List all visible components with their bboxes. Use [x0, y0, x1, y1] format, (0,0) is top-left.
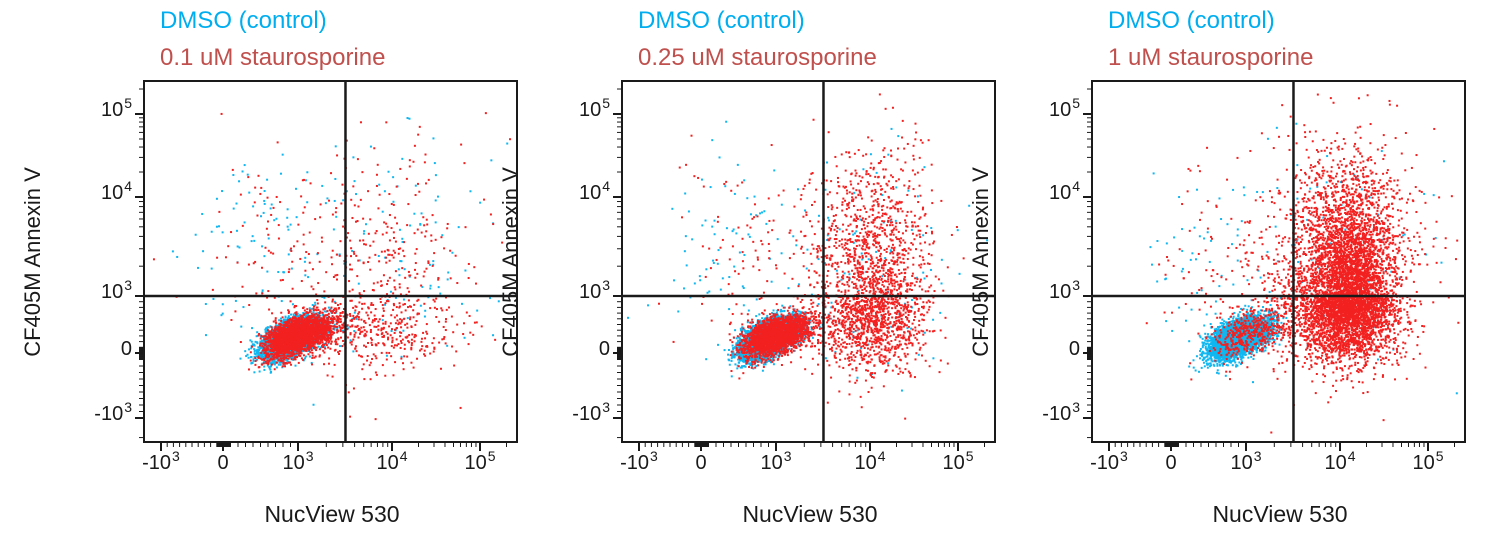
axis-tick-label: 104	[854, 448, 886, 474]
axis-tick-label: 0	[598, 338, 610, 360]
scatter-plot-canvas	[1068, 69, 1468, 459]
axis-tick-label: -103	[620, 448, 658, 474]
panel-title-control: DMSO (control)	[638, 7, 805, 34]
axis-tick-label: -103	[94, 399, 132, 425]
axis-tick-label: 105	[1048, 95, 1080, 121]
axis-tick-label: 0	[120, 338, 132, 360]
axis-tick-label: -103	[1042, 399, 1080, 425]
axis-tick-label: 104	[1048, 178, 1080, 204]
axis-tick-label: 104	[578, 178, 610, 204]
axis-tick-label: 105	[1412, 448, 1444, 474]
y-axis-label: CF405M Annexin V	[20, 167, 45, 357]
flow-panel-0.25uM: DMSO (control) 0.25 uM staurosporine CF4…	[478, 0, 1018, 546]
flow-panel-1uM: DMSO (control) 1 uM staurosporine CF405M…	[948, 0, 1488, 546]
axis-tick-label: 105	[578, 95, 610, 121]
axis-tick-label: 0	[1165, 452, 1177, 474]
axis-tick-label: 103	[282, 448, 314, 474]
axis-tick-label: -103	[1090, 448, 1128, 474]
axis-tick-label: 105	[100, 95, 132, 121]
axis-tick-label: 103	[760, 448, 792, 474]
axis-tick-label: 105	[942, 448, 974, 474]
axis-tick-label: -103	[142, 448, 180, 474]
axis-tick-label: 103	[578, 277, 610, 303]
panel-title-control: DMSO (control)	[160, 7, 327, 34]
axis-tick-label: 104	[376, 448, 408, 474]
x-axis-label: NucView 530	[264, 501, 400, 527]
panel-title-treatment: 0.1 uM staurosporine	[160, 44, 386, 71]
axis-tick-label: 103	[1048, 277, 1080, 303]
panel-title-control: DMSO (control)	[1108, 7, 1275, 34]
axis-tick-label: 0	[217, 452, 229, 474]
axis-tick-label: 105	[464, 448, 496, 474]
y-axis-label: CF405M Annexin V	[968, 167, 993, 357]
axis-tick-label: -103	[572, 399, 610, 425]
scatter-plot-canvas	[120, 69, 520, 459]
panel-title-treatment: 0.25 uM staurosporine	[638, 44, 877, 71]
axis-tick-label: 103	[100, 277, 132, 303]
scatter-plot-canvas	[598, 69, 998, 459]
x-axis-label: NucView 530	[742, 501, 878, 527]
flow-panel-0.1uM: DMSO (control) 0.1 uM staurosporine CF40…	[0, 0, 540, 546]
axis-tick-label: 0	[1068, 338, 1080, 360]
axis-tick-label: 104	[100, 178, 132, 204]
axis-tick-label: 0	[695, 452, 707, 474]
panel-title-treatment: 1 uM staurosporine	[1108, 44, 1314, 71]
axis-tick-label: 103	[1230, 448, 1262, 474]
y-axis-label: CF405M Annexin V	[498, 167, 523, 357]
axis-tick-label: 104	[1324, 448, 1356, 474]
x-axis-label: NucView 530	[1212, 501, 1348, 527]
